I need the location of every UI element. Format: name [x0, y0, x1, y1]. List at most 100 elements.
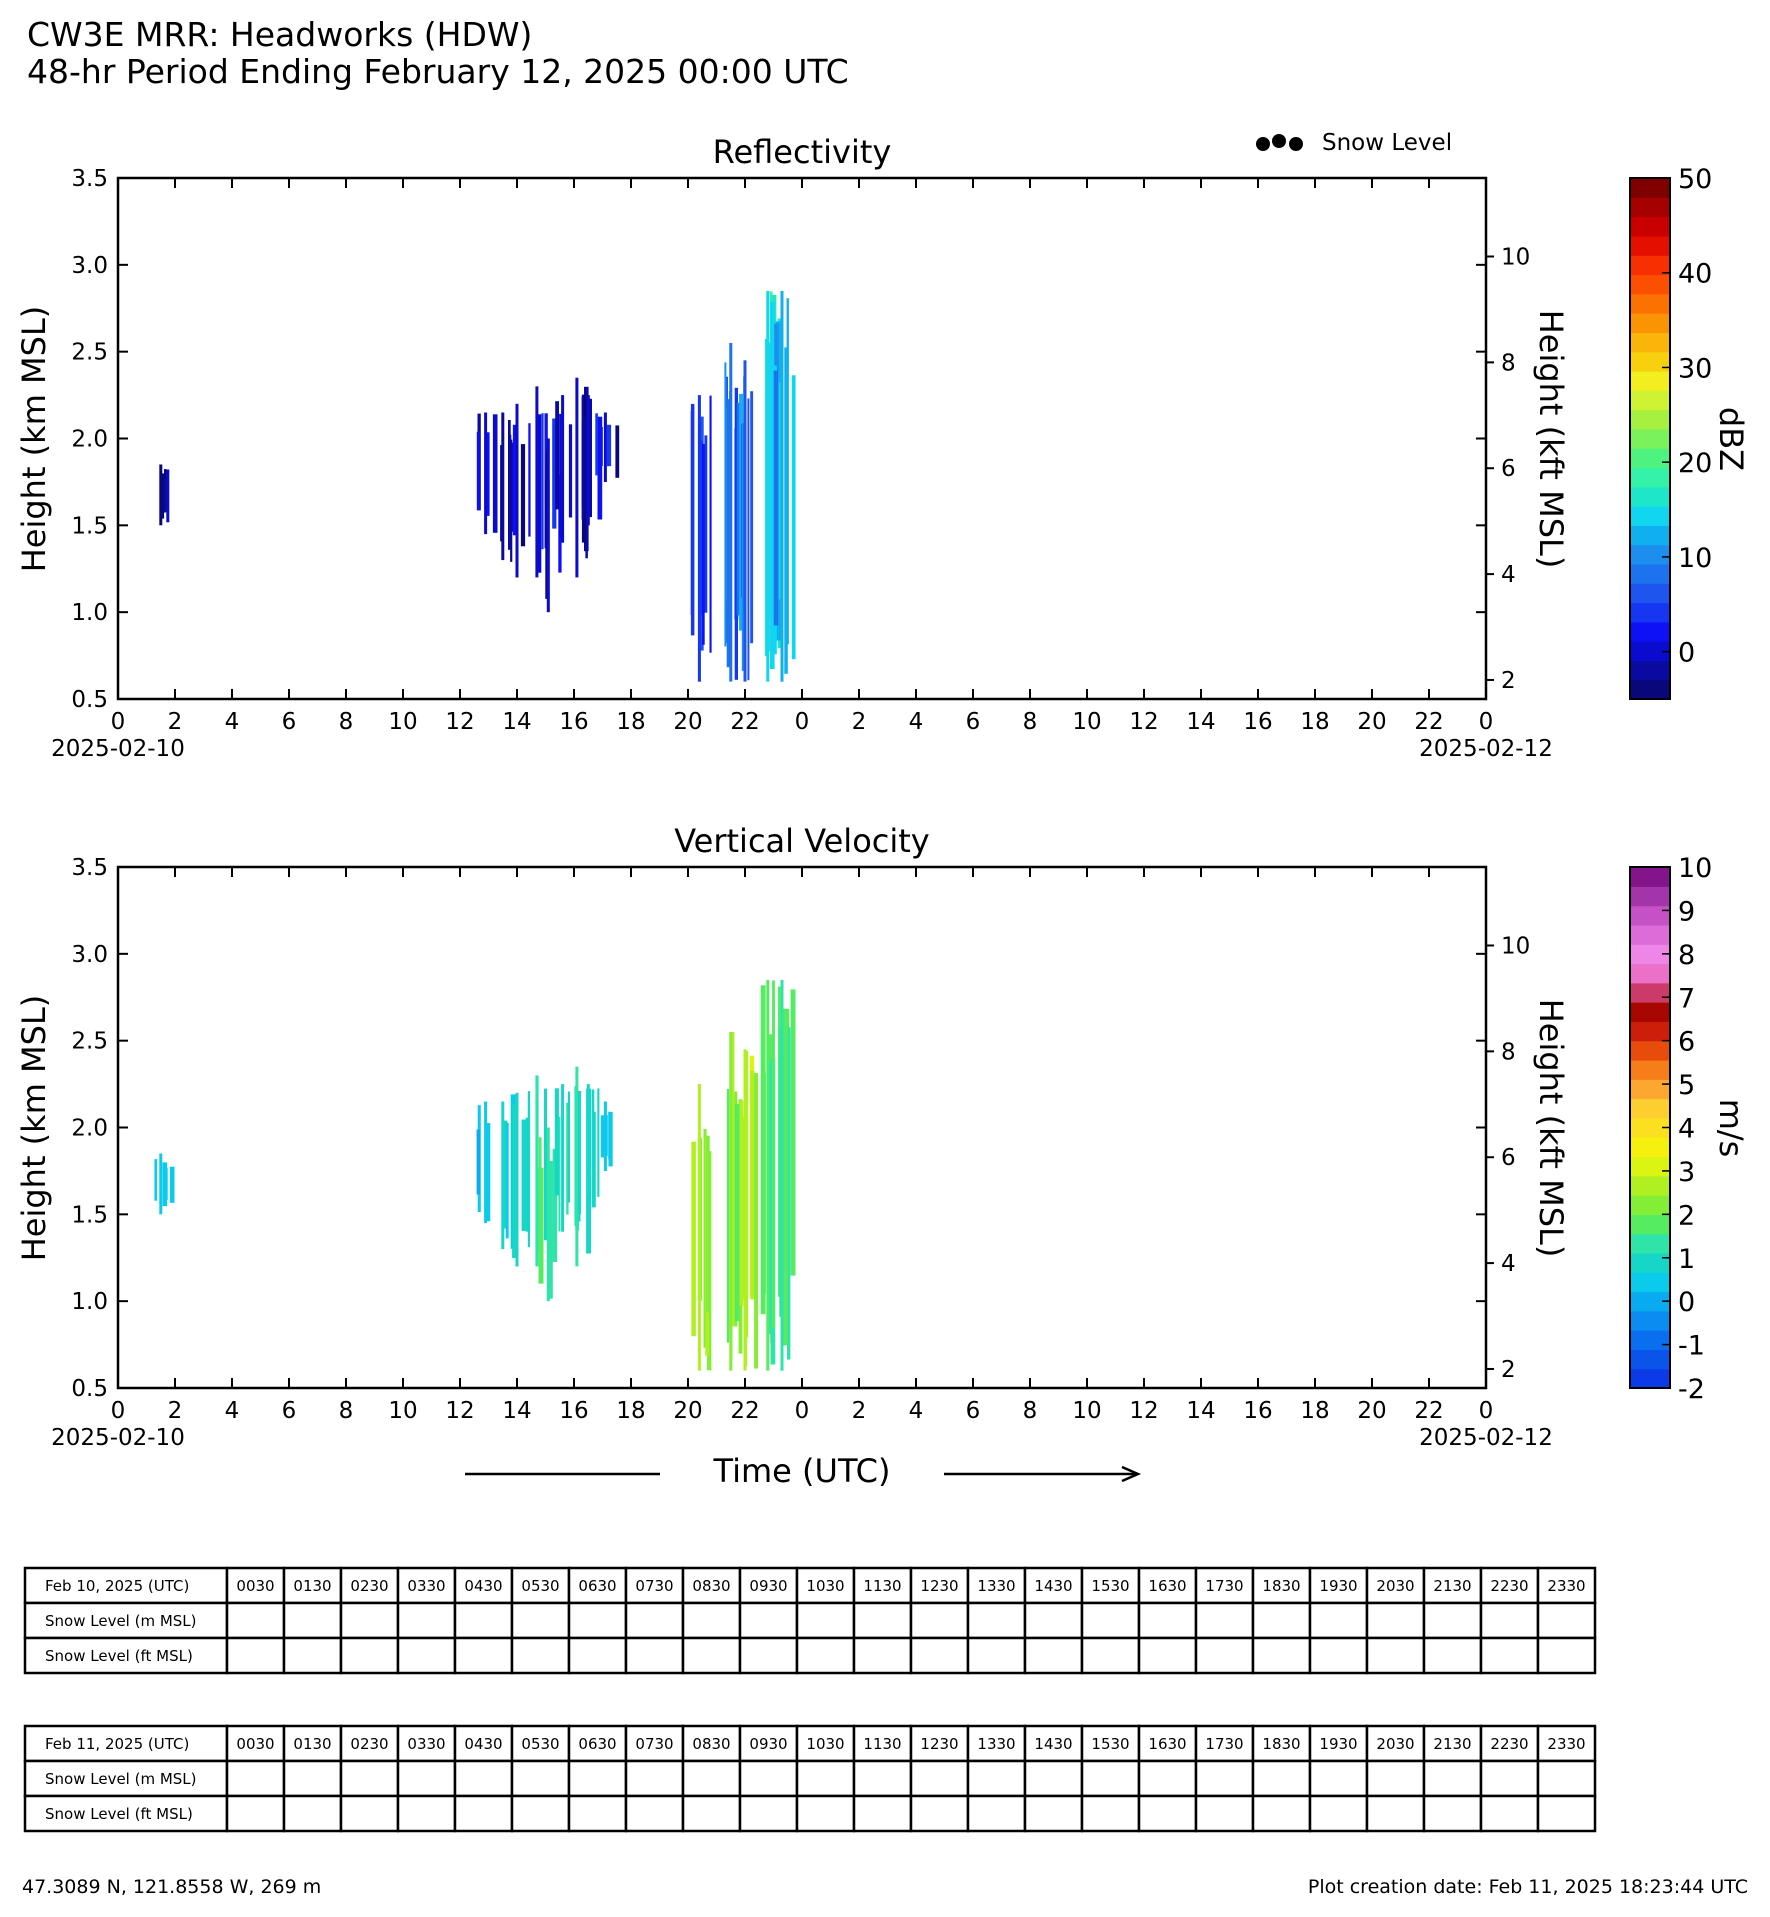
reflectivity-date-right: 2025-02-12 [1419, 736, 1553, 762]
table-time-label: 1130 [863, 1577, 901, 1595]
table-value-cell [738, 1601, 799, 1640]
table-time-cell [1251, 1724, 1312, 1763]
velocity-colorbar-tick-label: 5 [1678, 1070, 1695, 1101]
reflectivity-echo-streak [702, 444, 705, 645]
table-time-label: 2130 [1433, 1735, 1471, 1753]
reflectivity-xtick-label: 18 [616, 709, 645, 735]
velocity-colorbar-segment [1630, 924, 1670, 945]
velocity-echo-streak [558, 1116, 561, 1232]
reflectivity-colorbar-segment [1630, 197, 1670, 218]
table-time-label: 1830 [1262, 1577, 1300, 1595]
reflectivity-echo-streak [588, 398, 592, 518]
velocity-echo-core [766, 979, 770, 1371]
table-value-cell [852, 1601, 913, 1640]
table-value-cell [510, 1601, 571, 1640]
velocity-echo-streak [754, 1073, 759, 1369]
table-value-cell [1422, 1636, 1483, 1675]
table-value-cell [567, 1601, 628, 1640]
velocity-xtick-label: 18 [616, 1398, 645, 1424]
snow-level-dot-3 [1289, 137, 1303, 151]
velocity-colorbar: -2 -1 0 1 2 3 4 5 6 7 8 9 10 [1629, 853, 1712, 1405]
velocity-xtick-label: 0 [111, 1398, 126, 1424]
velocity-ytick-right-label: 6 [1501, 1145, 1516, 1171]
reflectivity-echo-core [743, 360, 747, 682]
reflectivity-ytick-label: 2.5 [71, 340, 108, 366]
table-value-cell [738, 1636, 799, 1675]
velocity-xtick-label: 0 [795, 1398, 810, 1424]
table-value-cell [795, 1601, 856, 1640]
reflectivity-echo-streak [512, 424, 517, 536]
table-value-cell [339, 1636, 400, 1675]
table-time-cell [795, 1724, 856, 1763]
table-time-cell [567, 1566, 628, 1605]
velocity-colorbar-label: m/s [1712, 1099, 1750, 1158]
velocity-echo-streak [476, 1129, 480, 1195]
velocity-xtick-label: 22 [730, 1398, 759, 1424]
reflectivity-echo-streak [163, 479, 167, 513]
table-value-cell [1194, 1794, 1255, 1833]
station-location: 47.3089 N, 121.8558 W, 269 m [22, 1876, 321, 1898]
velocity-echo-streak [162, 1162, 168, 1207]
velocity-ytick-right-label: 4 [1501, 1251, 1516, 1277]
table-time-label: 0930 [749, 1735, 787, 1753]
reflectivity-echo-core [546, 438, 550, 613]
reflectivity-echo-streak [492, 414, 498, 533]
table-value-cell [1308, 1794, 1369, 1833]
velocity-colorbar-segment [1630, 963, 1670, 984]
table-value-cell [282, 1636, 343, 1675]
velocity-colorbar-segment [1630, 1117, 1670, 1138]
table-row-label: Snow Level (m MSL) [45, 1770, 197, 1788]
reflectivity-echo-streak [476, 431, 480, 511]
velocity-xtick-label: 14 [1186, 1398, 1215, 1424]
table-value-cell [225, 1759, 286, 1798]
reflectivity-echo-core [561, 395, 565, 543]
reflectivity-colorbar-segment [1630, 641, 1670, 662]
reflectivity-colorbar-segment [1630, 351, 1670, 372]
reflectivity-echo-streak [791, 375, 796, 660]
table-value-cell [1137, 1601, 1198, 1640]
reflectivity-xtick-label: 8 [1023, 709, 1038, 735]
reflectivity-xtick-label: 18 [1300, 709, 1329, 735]
reflectivity-xtick-label: 12 [1129, 709, 1158, 735]
velocity-panel: Vertical Velocity 0.5 1.0 1.5 2.0 2.5 3.0 3.5 2… [15, 822, 1750, 1451]
table-value-cell [1536, 1601, 1597, 1640]
reflectivity-echo-streak [536, 414, 542, 573]
snow-level-table-feb10: Feb 10, 2025 (UTC) 0030 0130 0230 0330 0430 05… [23, 1566, 1597, 1675]
velocity-colorbar-tick-label: 8 [1678, 940, 1695, 971]
table-value-cell [1308, 1636, 1369, 1675]
table-time-label: 1630 [1148, 1735, 1186, 1753]
velocity-colorbar-tick-label: 1 [1678, 1244, 1695, 1275]
velocity-colorbar-segment [1630, 1252, 1670, 1273]
reflectivity-colorbar: 0 10 20 30 40 50 [1629, 164, 1712, 700]
reflectivity-colorbar-segment [1630, 428, 1670, 449]
reflectivity-ylabel-left: Height (km MSL) [15, 306, 53, 573]
velocity-echo-streak [566, 1102, 569, 1215]
velocity-colorbar-tick-label: 9 [1678, 896, 1695, 927]
reflectivity-ytick-right-label: 8 [1501, 350, 1516, 376]
table-value-cell [282, 1794, 343, 1833]
velocity-colorbar-segment [1630, 886, 1670, 907]
reflectivity-ytick-right-label: 2 [1501, 668, 1516, 694]
velocity-colorbar-segment [1630, 1137, 1670, 1158]
velocity-colorbar-segment [1630, 1368, 1670, 1389]
reflectivity-echo-streak [615, 425, 620, 478]
reflectivity-colorbar-segment [1630, 216, 1670, 237]
reflectivity-colorbar-tick-label: 40 [1678, 259, 1712, 290]
velocity-data [154, 979, 796, 1371]
table-time-cell [1479, 1724, 1540, 1763]
velocity-xtick-label: 10 [388, 1398, 417, 1424]
table-time-label: 0130 [293, 1577, 331, 1595]
reflectivity-echo-core [603, 412, 607, 482]
velocity-ytick-label: 3.0 [71, 942, 108, 968]
table-time-label: 1430 [1034, 1577, 1072, 1595]
reflectivity-xtick-label: 22 [1414, 709, 1443, 735]
reflectivity-xtick-label: 0 [111, 709, 126, 735]
table-value-cell [1194, 1601, 1255, 1640]
snow-level-legend: Snow Level [1256, 130, 1452, 156]
table-value-cell [1536, 1759, 1597, 1798]
velocity-date-right: 2025-02-12 [1419, 1425, 1553, 1451]
table-value-cell [339, 1601, 400, 1640]
velocity-colorbar-segment [1630, 1349, 1670, 1370]
table-value-cell [1308, 1759, 1369, 1798]
